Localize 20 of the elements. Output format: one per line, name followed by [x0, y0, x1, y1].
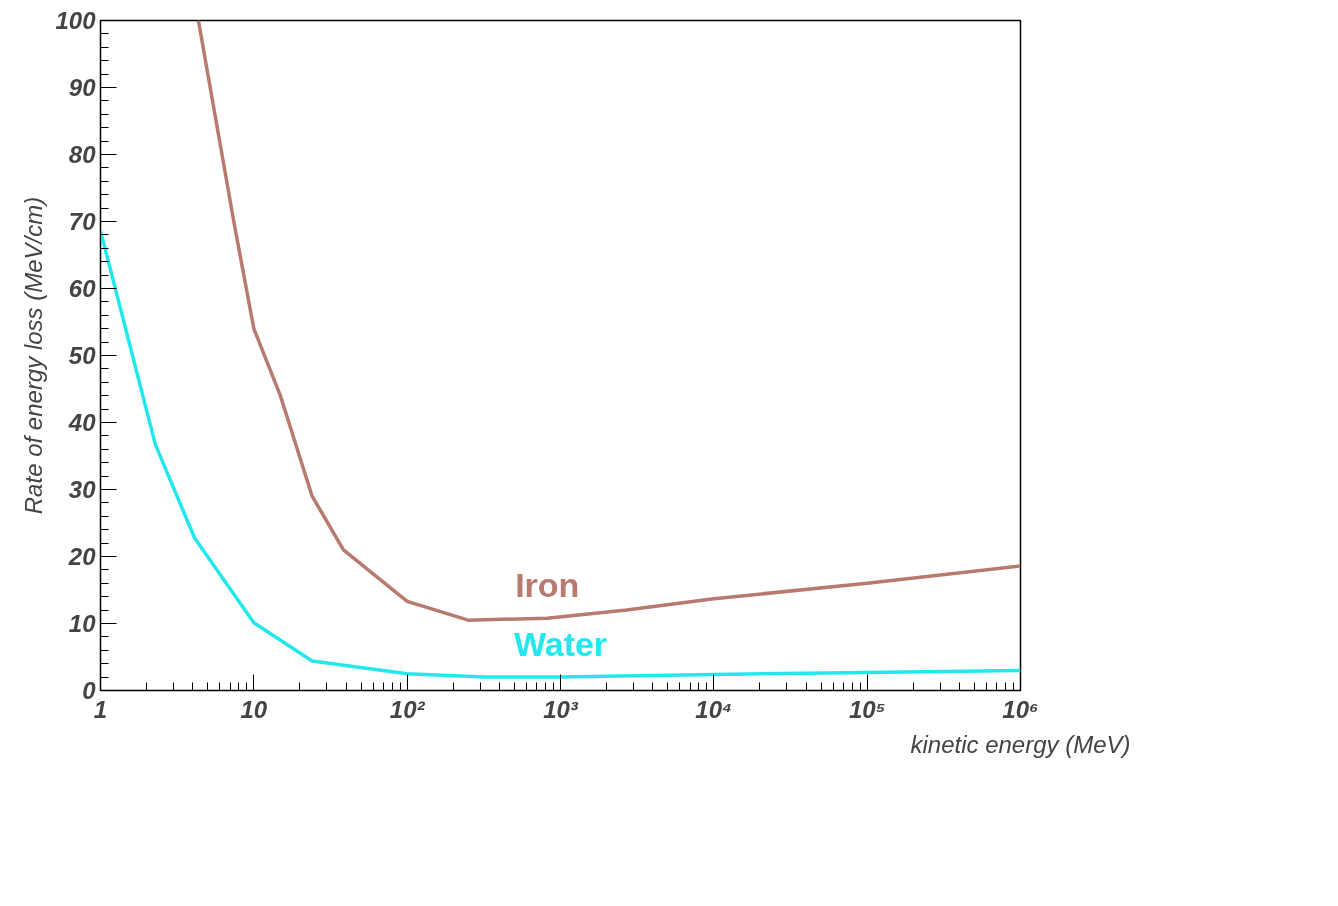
x-tick-label: 10 — [240, 695, 268, 723]
y-tick-label: 50 — [68, 342, 97, 369]
x-tick-label: 10⁶ — [1002, 695, 1039, 723]
y-tick-label: 20 — [67, 543, 97, 570]
series-label: Water — [513, 625, 608, 664]
series-label: Iron — [515, 566, 580, 605]
y-tick-label: 40 — [67, 409, 97, 436]
x-axis-title: kinetic energy (MeV) — [910, 730, 1131, 758]
y-tick-label: 100 — [55, 7, 97, 34]
x-tick-label: 10³ — [543, 695, 579, 723]
y-tick-label: 70 — [68, 208, 97, 235]
y-tick-label: 90 — [68, 74, 97, 101]
x-tick-label: 10² — [389, 695, 426, 723]
x-tick-label: 10⁵ — [848, 695, 886, 723]
y-axis-title: Rate of energy loss (MeV/cm) — [20, 196, 48, 515]
x-tick-label: 10⁴ — [695, 695, 733, 723]
y-tick-label: 10 — [68, 610, 97, 637]
y-tick-label: 30 — [68, 476, 97, 503]
y-tick-label: 60 — [68, 275, 97, 302]
y-tick-label: 80 — [68, 141, 97, 168]
